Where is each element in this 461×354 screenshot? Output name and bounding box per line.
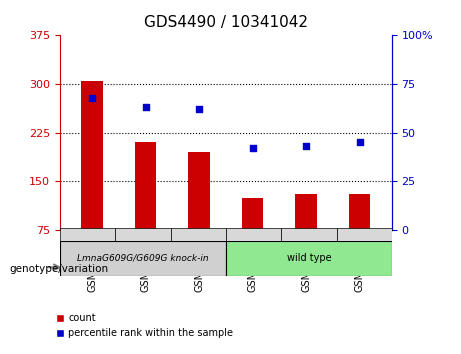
Bar bbox=[135, 142, 156, 230]
Point bbox=[142, 104, 149, 110]
Bar bbox=[242, 198, 263, 230]
FancyBboxPatch shape bbox=[60, 228, 115, 241]
FancyBboxPatch shape bbox=[60, 241, 226, 276]
Point bbox=[356, 139, 363, 145]
FancyBboxPatch shape bbox=[115, 228, 171, 241]
FancyBboxPatch shape bbox=[226, 228, 281, 241]
Point bbox=[249, 145, 256, 151]
FancyBboxPatch shape bbox=[281, 228, 337, 241]
Point bbox=[195, 107, 203, 112]
Text: genotype/variation: genotype/variation bbox=[9, 264, 108, 274]
Title: GDS4490 / 10341042: GDS4490 / 10341042 bbox=[144, 15, 308, 30]
Bar bbox=[81, 81, 103, 230]
Point bbox=[302, 144, 310, 149]
FancyBboxPatch shape bbox=[226, 241, 392, 276]
Text: wild type: wild type bbox=[287, 253, 331, 263]
Bar bbox=[189, 152, 210, 230]
FancyBboxPatch shape bbox=[171, 228, 226, 241]
Bar bbox=[349, 194, 371, 230]
Bar bbox=[296, 194, 317, 230]
FancyBboxPatch shape bbox=[337, 228, 392, 241]
Legend: count, percentile rank within the sample: count, percentile rank within the sample bbox=[51, 309, 237, 342]
Point bbox=[89, 95, 96, 101]
Text: LmnaG609G/G609G knock-in: LmnaG609G/G609G knock-in bbox=[77, 254, 209, 263]
